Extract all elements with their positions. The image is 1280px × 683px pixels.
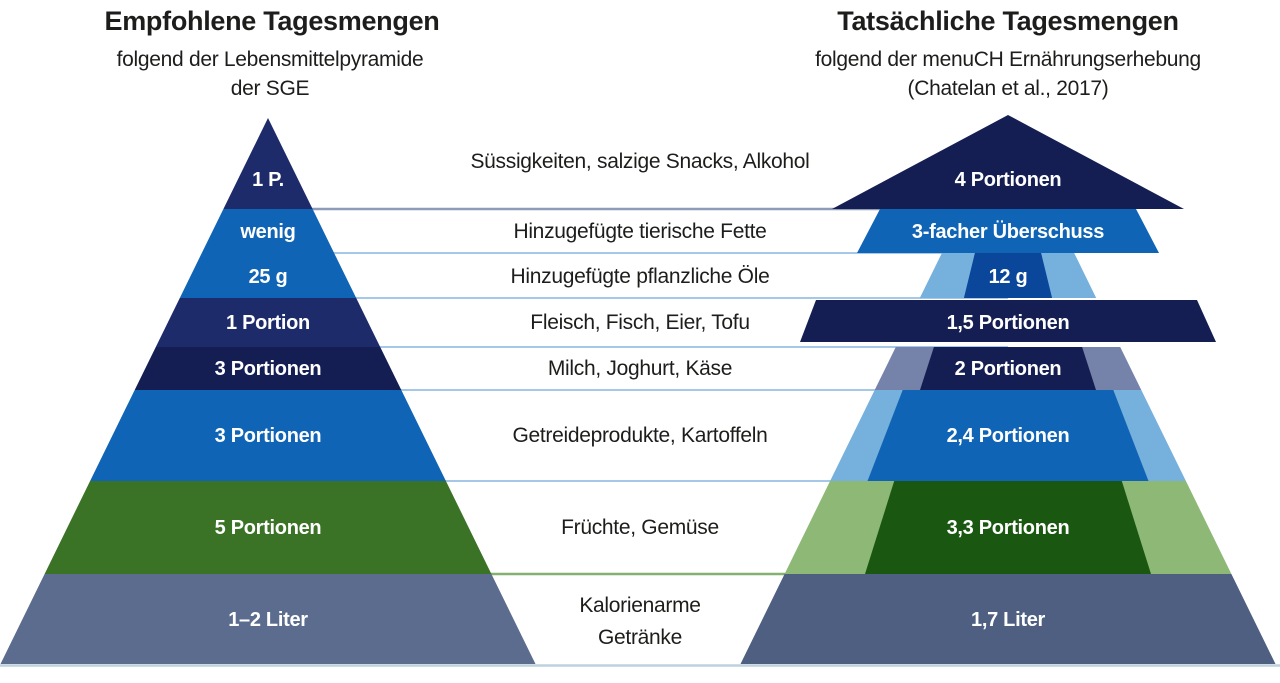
left-band-7	[0, 574, 536, 664]
right-actual-band-4	[920, 347, 1096, 390]
left-band-6	[44, 481, 492, 574]
right-band-label-3: 1,5 Portionen	[947, 312, 1070, 334]
left-band-label-4: 3 Portionen	[215, 358, 322, 380]
right-actual-band-0	[832, 115, 1184, 209]
left-band-4	[134, 347, 402, 390]
left-pyramid: 1 P. wenig 25 g 1 Portion 3 Portionen 3 Porti…	[0, 118, 536, 664]
right-subtitle-1: folgend der menuCH Ernährungserhebung	[815, 48, 1201, 71]
category-label-1: Hinzugefügte tierische Fette	[513, 220, 766, 243]
left-band-label-0: 1 P.	[252, 169, 284, 191]
category-label-6: Früchte, Gemüse	[561, 516, 719, 539]
category-label-3: Fleisch, Fisch, Eier, Tofu	[530, 311, 749, 334]
right-band-label-0: 4 Portionen	[955, 169, 1062, 191]
right-actual-band-2	[963, 253, 1053, 298]
right-actual-band-5	[867, 390, 1149, 481]
right-band-label-2: 12 g	[989, 266, 1028, 288]
right-subtitle-2: (Chatelan et al., 2017)	[908, 77, 1109, 100]
right-band-label-1: 3-facher Überschuss	[912, 220, 1104, 243]
left-band-label-2: 25 g	[249, 266, 288, 288]
category-label-4: Milch, Joghurt, Käse	[548, 357, 732, 380]
category-label-2: Hinzugefügte pflanzliche Öle	[511, 265, 770, 288]
left-band-label-5: 3 Portionen	[215, 425, 322, 447]
right-actual-band-1	[857, 209, 1159, 253]
left-subtitle-2: der SGE	[231, 77, 310, 100]
category-label-7-line1: Kalorienarme	[579, 594, 700, 617]
left-band-label-1: wenig	[239, 221, 295, 243]
category-labels: Süssigkeiten, salzige Snacks, Alkohol Hin…	[470, 150, 809, 649]
category-label-7-line2: Getränke	[598, 626, 682, 649]
titles: Empfohlene Tagesmengen folgend der Leben…	[105, 6, 1202, 100]
right-actual-band-6	[865, 481, 1151, 574]
left-band-2	[179, 253, 357, 298]
right-band-label-7: 1,7 Liter	[971, 609, 1046, 631]
left-subtitle-1: folgend der Lebensmittelpyramide	[117, 48, 424, 71]
left-band-3	[155, 298, 381, 347]
category-label-5: Getreideprodukte, Kartoffeln	[512, 424, 767, 447]
left-band-label-6: 5 Portionen	[215, 517, 322, 539]
right-band-label-6: 3,3 Portionen	[947, 517, 1070, 539]
left-band-5	[90, 390, 446, 481]
left-band-1	[201, 209, 335, 253]
right-actual-band-7	[740, 574, 1276, 664]
category-label-0: Süssigkeiten, salzige Snacks, Alkohol	[470, 150, 809, 173]
right-title: Tatsächliche Tagesmengen	[837, 6, 1178, 36]
left-band-label-3: 1 Portion	[226, 312, 310, 334]
right-band-label-4: 2 Portionen	[955, 358, 1062, 380]
right-pyramid: 4 Portionen 3-facher Überschuss 12 g 1,5 Po…	[740, 115, 1276, 664]
right-actual-band-3	[800, 300, 1216, 342]
left-band-0	[223, 118, 313, 209]
right-band-label-5: 2,4 Portionen	[947, 425, 1070, 447]
left-band-label-7: 1–2 Liter	[228, 609, 308, 631]
left-title: Empfohlene Tagesmengen	[105, 6, 440, 36]
